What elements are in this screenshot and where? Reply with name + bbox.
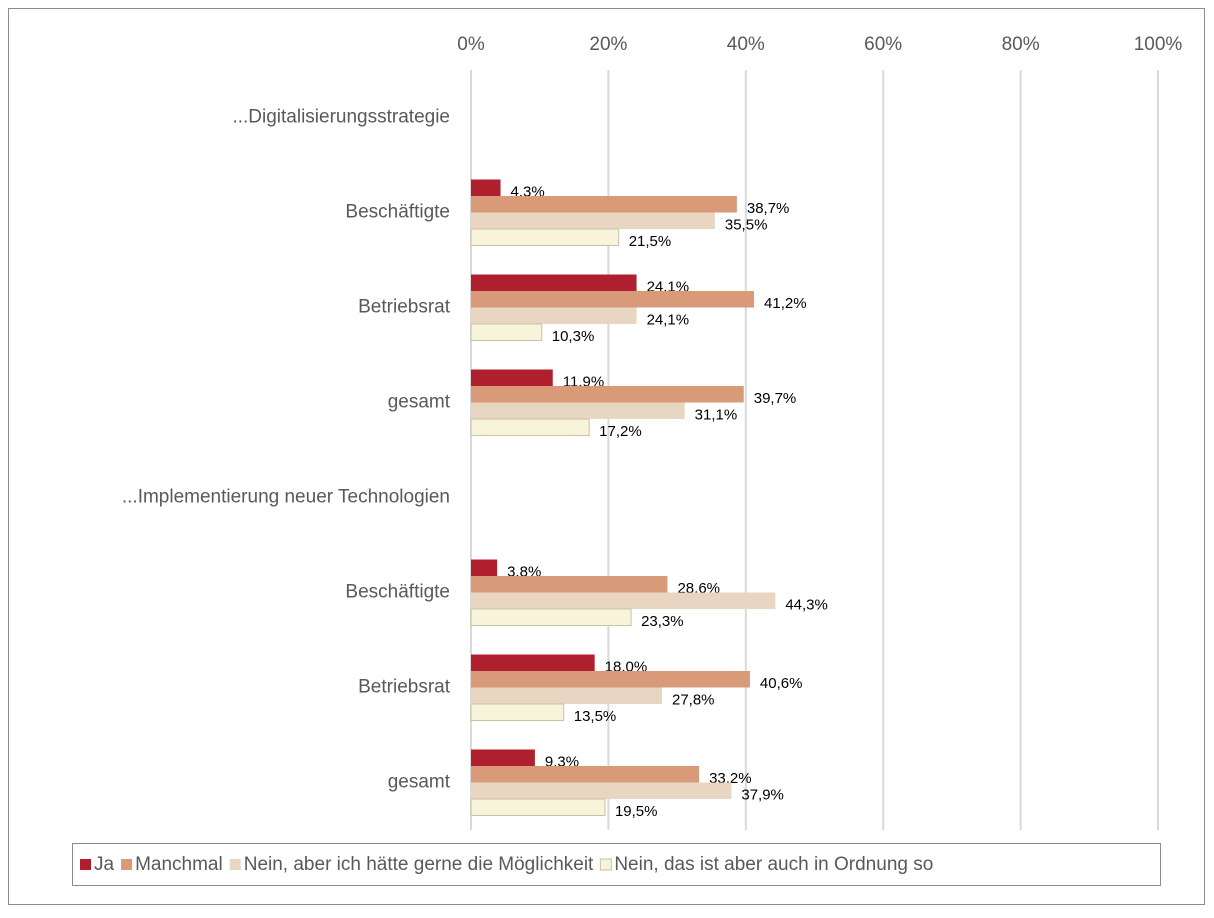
bar <box>470 418 590 436</box>
category-label: Beschäftigte <box>345 582 450 603</box>
bar <box>470 323 543 341</box>
value-label: 27,8% <box>672 692 715 709</box>
category-label: Betriebsrat <box>358 297 451 318</box>
bar <box>471 687 662 704</box>
x-tick-label: 80% <box>1002 34 1040 55</box>
bar <box>471 307 637 324</box>
bar <box>471 654 595 671</box>
bar <box>470 703 565 721</box>
bar <box>471 369 553 386</box>
bar <box>470 608 632 626</box>
x-tick-label: 20% <box>589 34 627 55</box>
value-label: 19,5% <box>615 803 658 820</box>
bar <box>471 766 700 783</box>
bar <box>471 291 755 308</box>
bar <box>470 228 620 246</box>
bar <box>471 212 715 229</box>
value-label: 21,5% <box>629 233 672 250</box>
value-label: 39,7% <box>754 390 797 407</box>
bar <box>471 671 750 688</box>
value-label: 24,1% <box>647 312 690 329</box>
value-label: 38,7% <box>747 200 790 217</box>
category-label: ...Digitalisierungsstrategie <box>232 107 450 128</box>
x-tick-label: 100% <box>1134 34 1183 55</box>
bar <box>471 749 535 766</box>
value-label: 23,3% <box>641 613 684 630</box>
value-label: 17,2% <box>599 423 642 440</box>
bar <box>471 576 668 593</box>
bar <box>471 179 501 196</box>
legend-box <box>72 843 1161 886</box>
value-label: 13,5% <box>574 708 617 725</box>
value-label: 37,9% <box>741 787 784 804</box>
bar <box>471 592 776 609</box>
value-label: 10,3% <box>552 328 595 345</box>
legend-swatch <box>229 859 241 870</box>
legend-label: Manchmal <box>135 854 223 875</box>
category-label: Beschäftigte <box>345 202 450 223</box>
legend-swatch <box>121 859 133 870</box>
bar <box>471 274 637 291</box>
category-label: gesamt <box>388 392 451 413</box>
bar <box>471 402 685 419</box>
category-label: Betriebsrat <box>358 677 451 698</box>
legend-label: Nein, das ist aber auch in Ordnung so <box>614 854 933 875</box>
x-tick-label: 40% <box>727 34 765 55</box>
value-label: 35,5% <box>725 217 768 234</box>
bar <box>471 196 737 213</box>
legend-swatch <box>80 859 91 870</box>
category-label: ...Implementierung neuer Technologien <box>122 487 450 508</box>
x-tick-label: 60% <box>864 34 902 55</box>
legend-swatch <box>599 858 612 871</box>
chart-border <box>8 8 1205 905</box>
bar <box>471 782 732 799</box>
value-label: 41,2% <box>764 295 807 312</box>
bar <box>470 798 606 816</box>
value-label: 40,6% <box>760 675 803 692</box>
value-label: 44,3% <box>785 597 828 614</box>
x-tick-label: 0% <box>457 34 485 55</box>
category-label: gesamt <box>388 772 451 793</box>
bar <box>471 386 744 403</box>
legend-label: Nein, aber ich hätte gerne die Möglichke… <box>244 854 594 875</box>
legend-label: Ja <box>94 854 115 875</box>
value-label: 31,1% <box>695 407 738 424</box>
bar <box>471 559 498 576</box>
